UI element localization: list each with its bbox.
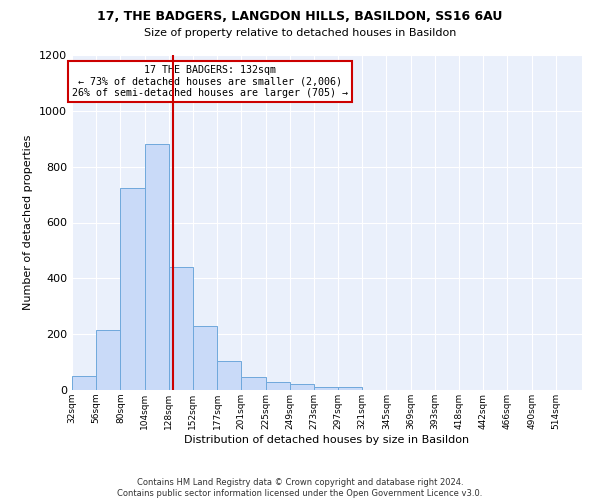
Bar [169,267,193,390]
Bar [314,387,338,390]
Bar [241,378,266,390]
X-axis label: Distribution of detached houses by size in Basildon: Distribution of detached houses by size … [184,434,470,444]
Bar [72,376,96,390]
Bar [266,382,290,390]
Text: Size of property relative to detached houses in Basildon: Size of property relative to detached ho… [144,28,456,38]
Bar [96,330,121,390]
Bar [290,384,314,390]
Bar [217,360,241,390]
Y-axis label: Number of detached properties: Number of detached properties [23,135,34,310]
Bar [338,387,362,390]
Bar [145,144,169,390]
Text: Contains HM Land Registry data © Crown copyright and database right 2024.
Contai: Contains HM Land Registry data © Crown c… [118,478,482,498]
Text: 17 THE BADGERS: 132sqm
← 73% of detached houses are smaller (2,006)
26% of semi-: 17 THE BADGERS: 132sqm ← 73% of detached… [72,65,348,98]
Text: 17, THE BADGERS, LANGDON HILLS, BASILDON, SS16 6AU: 17, THE BADGERS, LANGDON HILLS, BASILDON… [97,10,503,23]
Bar [193,326,217,390]
Bar [121,188,145,390]
